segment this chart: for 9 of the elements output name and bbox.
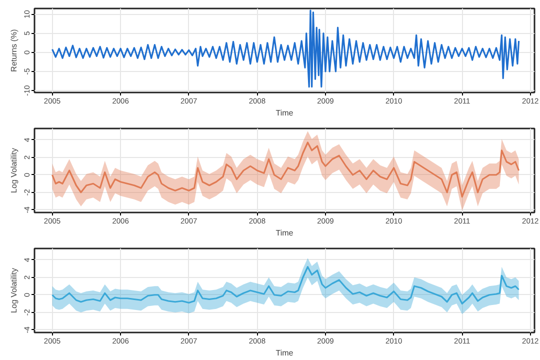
line-series <box>51 266 520 304</box>
y-axis-title: Log Volatility <box>10 268 18 313</box>
y-axis-title: Returns (%) <box>10 28 18 72</box>
x-axis-title: Time <box>276 348 294 358</box>
line-series <box>51 142 520 198</box>
x-axis-title: Time <box>276 108 294 118</box>
y-axis-title: Log Volatility <box>10 148 18 193</box>
line-series <box>51 10 520 88</box>
x-axis-title: Time <box>276 228 294 238</box>
